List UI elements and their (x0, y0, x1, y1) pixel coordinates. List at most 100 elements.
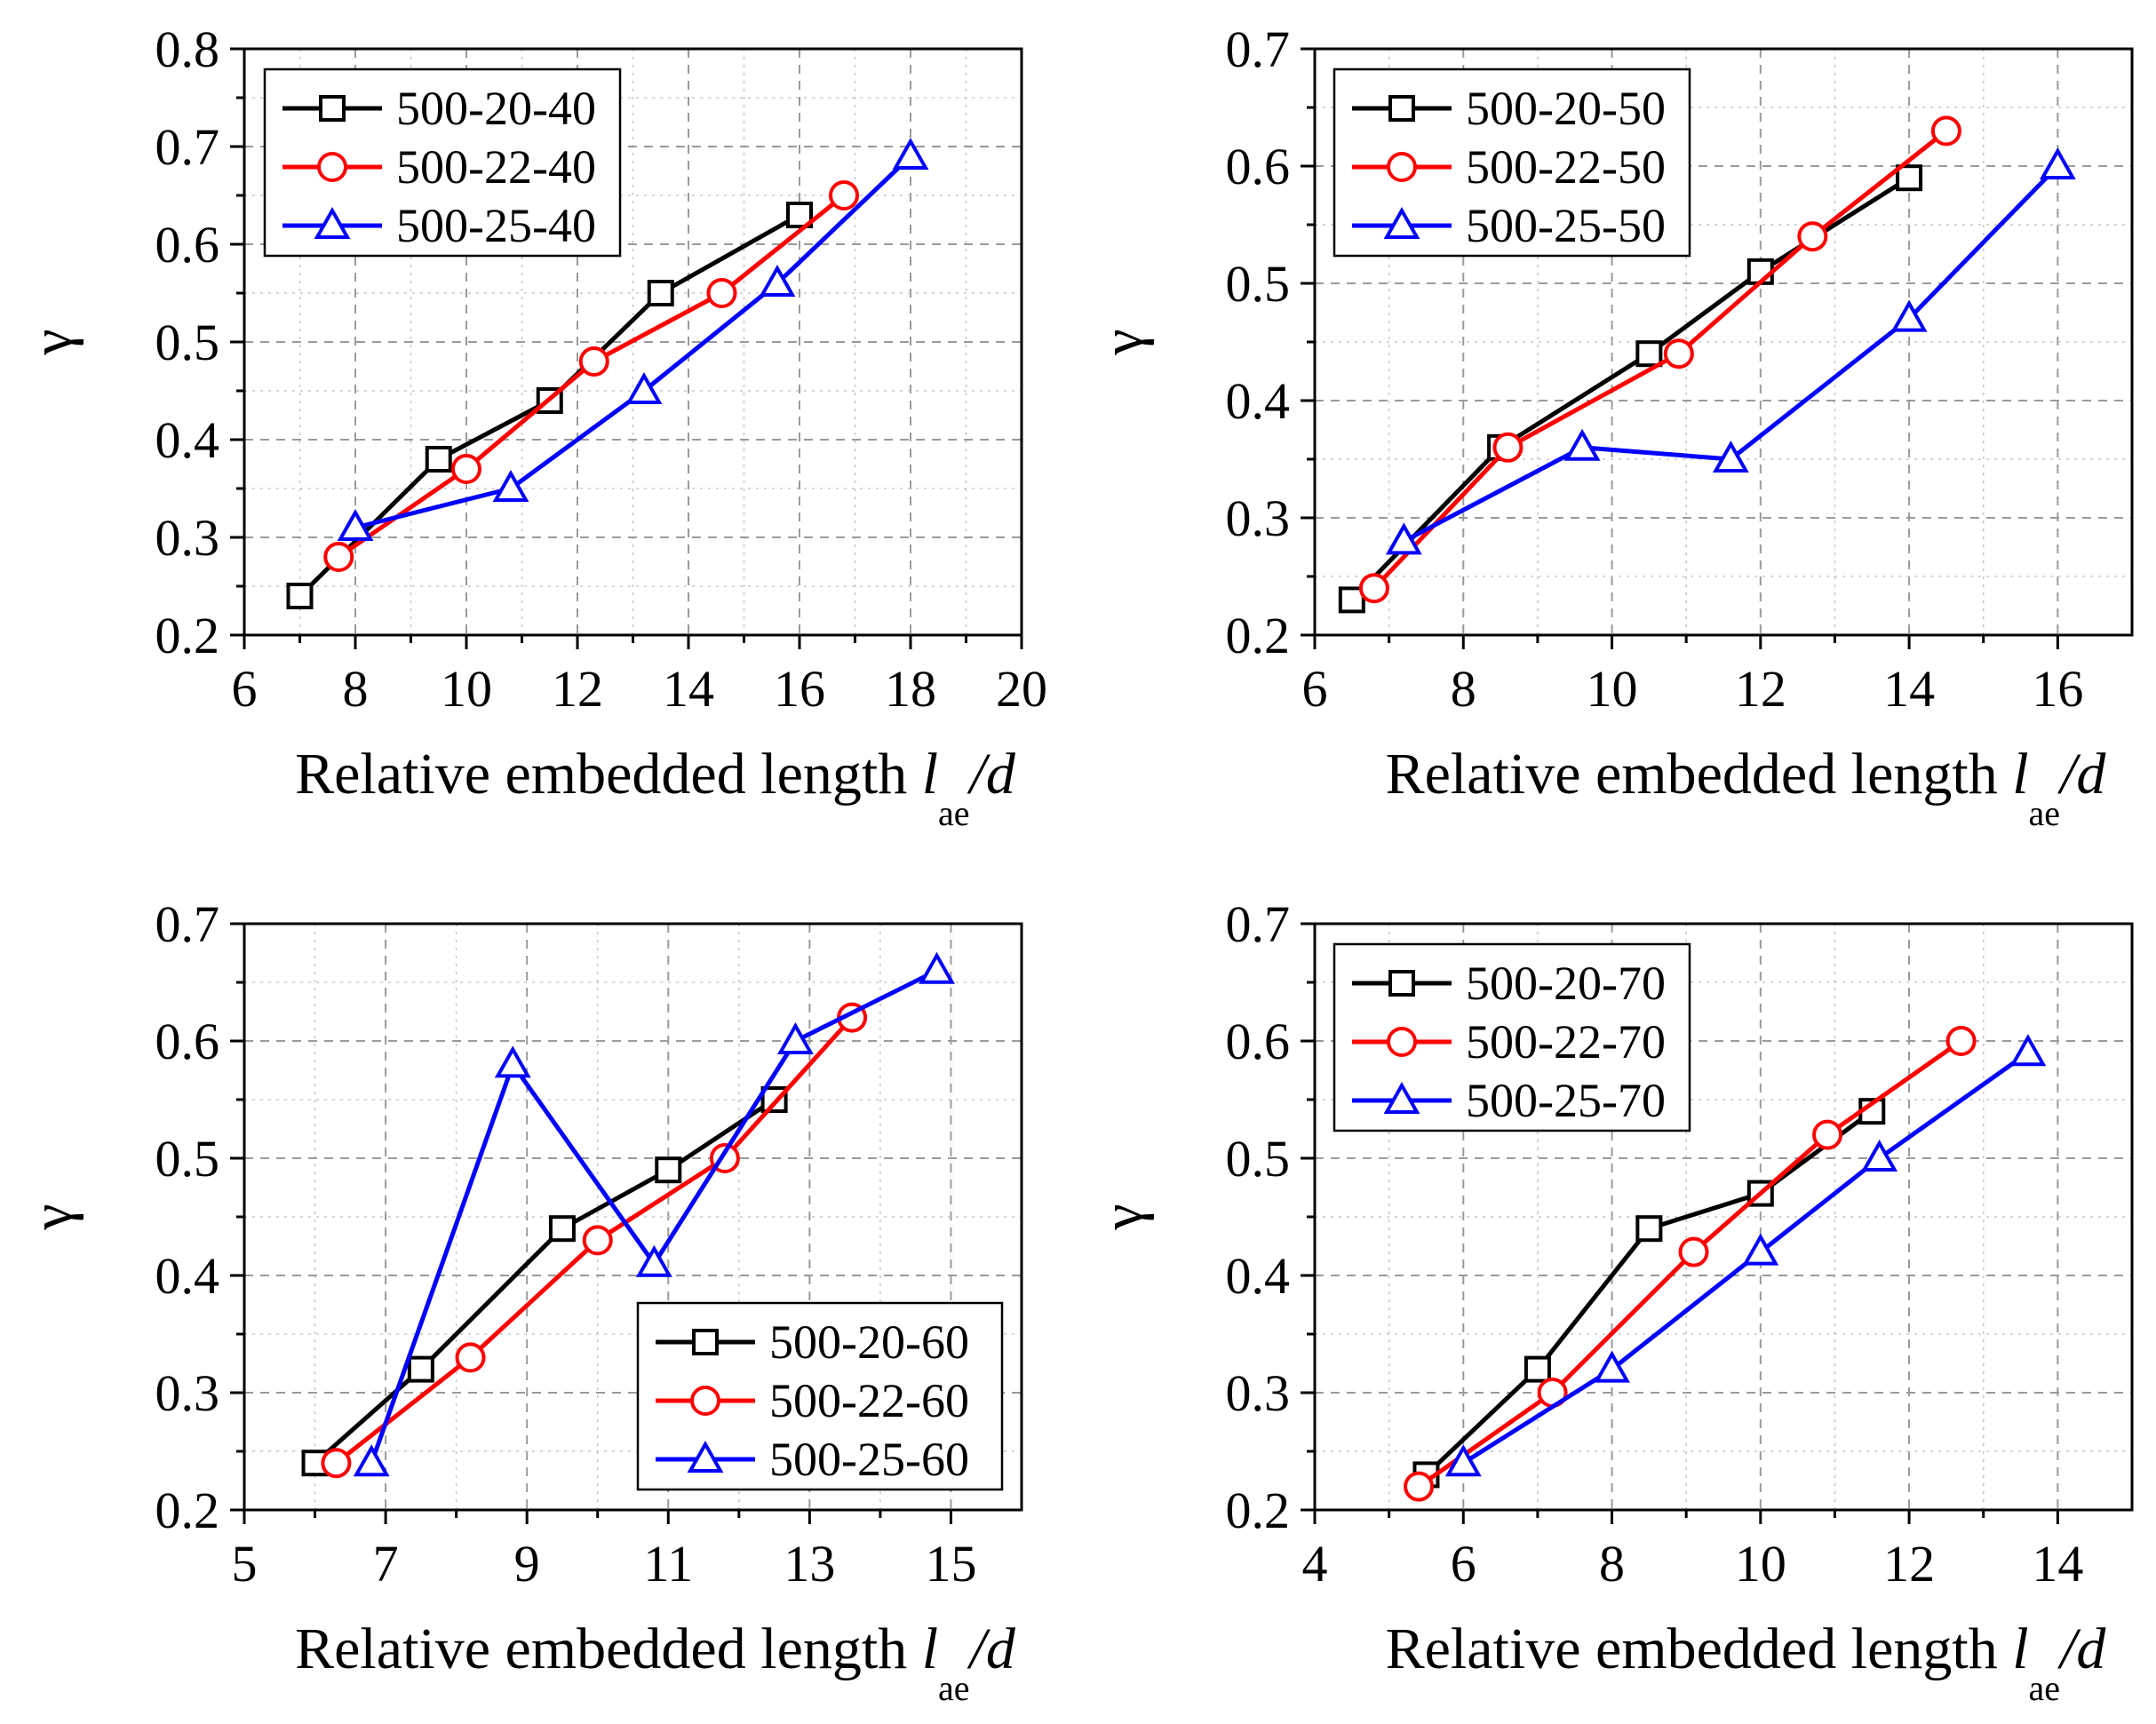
series-500-22-40 (323, 180, 859, 572)
y-tick-label: 0.2 (1226, 1482, 1291, 1539)
y-tick-label: 0.5 (1226, 255, 1291, 313)
series-500-25-70 (1444, 1034, 2047, 1477)
data-point-square (655, 1156, 682, 1184)
x-axis-title-main: Relative embedded length (1386, 1617, 2013, 1681)
y-tick-label: 0.6 (155, 216, 220, 274)
data-point-triangle (777, 1021, 814, 1054)
legend-item: 500-20-50 (1352, 82, 1666, 135)
legend-marker-circle (1387, 152, 1417, 182)
data-point-triangle (759, 264, 796, 297)
x-axis-title-symbol: l (922, 742, 938, 806)
legend-item: 500-25-40 (282, 199, 596, 252)
legend-item: 500-22-70 (1352, 1015, 1666, 1069)
data-point-circle (455, 1342, 486, 1373)
chart-panel-2: 6 8 10 12 14 16 0.2 0.3 0.4 0.5 0.6 0.7 γ Relative em… (1090, 20, 2134, 833)
legend-marker-circle (317, 152, 347, 182)
data-point-circle (1404, 1471, 1435, 1502)
data-point-triangle (1712, 440, 1749, 473)
x-axis-title: Relative embedded length lae/d (1386, 742, 2107, 833)
data-point-circle (1812, 1119, 1843, 1150)
x-tick-label: 16 (2032, 660, 2083, 718)
y-tick-label: 0.5 (1226, 1130, 1291, 1188)
data-point-triangle (919, 951, 955, 984)
y-tick-label: 0.5 (155, 1130, 220, 1188)
series-500-25-60 (353, 951, 955, 1477)
x-tick-label: 16 (774, 660, 825, 718)
legend-label: 500-25-50 (1466, 199, 1666, 252)
data-point-triangle (635, 1244, 672, 1277)
data-point-triangle (1861, 1139, 1898, 1172)
data-point-circle (451, 454, 481, 484)
legend-label: 500-20-70 (1466, 957, 1666, 1010)
data-point-square (425, 446, 452, 473)
legend-label: 500-20-60 (769, 1315, 969, 1369)
chart-panel-4: 4 6 8 10 12 14 0.2 0.3 0.4 0.5 0.6 0.7 γ Relative emb… (1090, 895, 2134, 1708)
x-tick-label: 8 (1451, 660, 1476, 718)
y-axis-title: γ (1090, 329, 1155, 355)
x-tick-label: 7 (373, 1535, 399, 1593)
x-tick-label: 10 (441, 660, 492, 718)
y-tick-label: 0.6 (1226, 138, 1291, 195)
data-point-triangle (1594, 1350, 1630, 1383)
x-tick-label: 9 (514, 1535, 540, 1593)
data-point-circle (829, 180, 859, 211)
x-axis-title-subscript: ae (2029, 1668, 2061, 1708)
y-tick-label: 0.7 (1226, 895, 1291, 953)
x-tick-label: 13 (784, 1535, 835, 1593)
legend-item: 500-25-70 (1352, 1074, 1666, 1127)
y-tick-label: 0.6 (1226, 1013, 1291, 1070)
legend-marker-circle (690, 1386, 720, 1416)
data-point-triangle (1742, 1233, 1779, 1266)
legend-item: 500-25-60 (656, 1433, 969, 1486)
data-point-square (1635, 1215, 1663, 1243)
x-tick-label: 12 (552, 660, 603, 718)
x-tick-label: 10 (1735, 1535, 1786, 1593)
legend-marker-square (1388, 95, 1415, 122)
data-point-triangle (1890, 299, 1928, 332)
series-500-20-60 (301, 1086, 788, 1477)
x-axis-title-tail: /d (2057, 742, 2106, 806)
x-tick-label: 11 (643, 1535, 693, 1593)
x-tick-label: 20 (996, 660, 1047, 718)
data-point-square (1338, 586, 1365, 614)
legend-marker-circle (1387, 1027, 1417, 1057)
x-axis-title-tail: /d (967, 742, 1016, 806)
legend-item: 500-25-50 (1352, 199, 1666, 252)
y-tick-label: 0.8 (155, 20, 220, 78)
data-point-triangle (1563, 428, 1601, 461)
x-axis-title: Relative embedded length lae/d (295, 1617, 1016, 1708)
legend-marker-triangle (314, 206, 351, 239)
legend-label: 500-22-50 (1466, 140, 1666, 194)
x-tick-label: 14 (2032, 1535, 2083, 1593)
legend-item: 500-22-60 (656, 1374, 969, 1427)
legend-label: 500-22-70 (1466, 1015, 1666, 1069)
data-point-triangle (1444, 1444, 1482, 1477)
legend-marker-square (319, 95, 346, 122)
data-point-circle (1945, 1026, 1977, 1056)
y-tick-label: 0.2 (155, 607, 220, 664)
y-tick-label: 0.4 (155, 1247, 220, 1305)
data-point-square (1635, 340, 1663, 368)
y-tick-label: 0.6 (155, 1013, 220, 1070)
data-point-square (1896, 164, 1923, 192)
legend-label: 500-25-60 (769, 1433, 969, 1486)
x-axis-title: Relative embedded length lae/d (295, 742, 1016, 833)
data-point-square (286, 583, 314, 609)
y-tick-label: 0.4 (155, 411, 220, 469)
legend-label: 500-22-60 (769, 1374, 969, 1427)
data-point-circle (1492, 432, 1524, 463)
x-axis-title-symbol: l (2012, 1617, 2028, 1681)
data-point-circle (1678, 1236, 1709, 1267)
series-500-25-50 (1385, 147, 2076, 555)
y-axis-title: γ (20, 1204, 84, 1230)
y-tick-label: 0.4 (1226, 372, 1291, 430)
legend-item: 500-20-60 (656, 1315, 969, 1369)
data-point-circle (706, 278, 737, 308)
legend-label: 500-22-40 (396, 140, 596, 194)
x-axis-title-subscript: ae (938, 1668, 970, 1708)
data-point-circle (323, 542, 354, 572)
